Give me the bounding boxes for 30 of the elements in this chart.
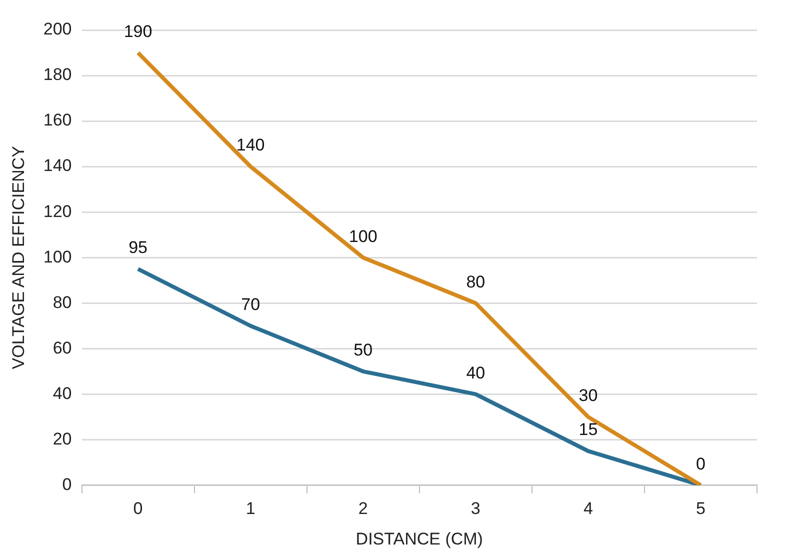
data-label: 70 bbox=[241, 295, 260, 314]
x-tick-label: 3 bbox=[470, 499, 480, 518]
data-label: 100 bbox=[348, 226, 378, 246]
y-tick-label: 0 bbox=[62, 474, 72, 494]
data-label: 190 bbox=[124, 22, 152, 41]
data-label: 50 bbox=[354, 340, 373, 360]
y-tick-label: 40 bbox=[52, 384, 72, 403]
data-label: 95 bbox=[128, 238, 148, 258]
y-tick-label: 140 bbox=[43, 156, 72, 176]
data-label: 15 bbox=[578, 420, 598, 440]
y-tick-label: 20 bbox=[52, 429, 72, 448]
y-tick-label: 80 bbox=[52, 292, 72, 312]
y-tick-label: 60 bbox=[52, 338, 72, 358]
data-label: 30 bbox=[578, 386, 598, 406]
data-label: 0 bbox=[696, 454, 706, 474]
x-tick-label: 0 bbox=[133, 499, 143, 518]
y-axis-title: VOLTAGE AND EFFICIENCY bbox=[8, 146, 28, 370]
data-label: 140 bbox=[236, 136, 265, 155]
y-tick-label: 120 bbox=[43, 202, 72, 221]
x-tick-label: 2 bbox=[358, 499, 368, 518]
y-tick-label: 100 bbox=[43, 247, 72, 266]
x-axis-title: DISTANCE (CM) bbox=[356, 529, 483, 548]
y-tick-label: 200 bbox=[43, 20, 72, 39]
x-tick-label: 1 bbox=[246, 499, 256, 518]
y-tick-label: 180 bbox=[43, 65, 72, 84]
x-tick-label: 4 bbox=[583, 499, 593, 518]
y-tick-label: 160 bbox=[43, 110, 72, 130]
x-tick-label: 5 bbox=[696, 499, 706, 518]
data-label: 80 bbox=[466, 272, 486, 292]
data-label: 40 bbox=[466, 363, 486, 382]
